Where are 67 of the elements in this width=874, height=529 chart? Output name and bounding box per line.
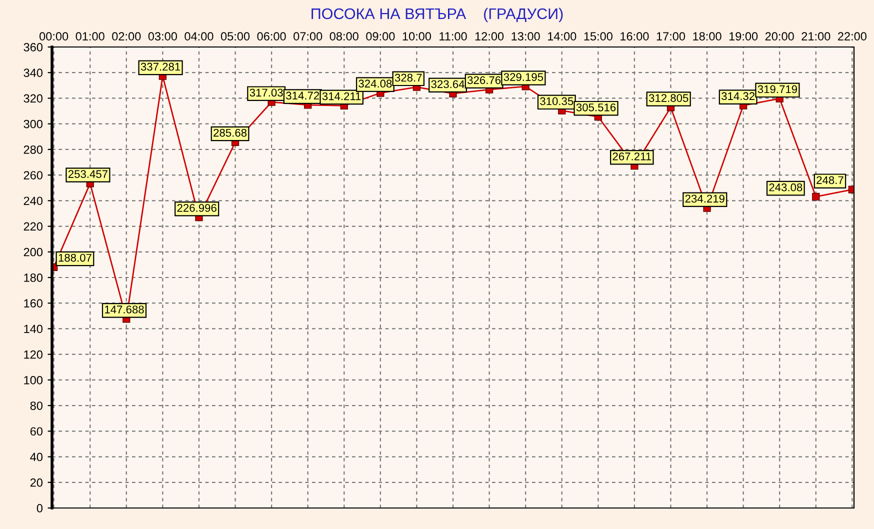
y-tick-label: 40 [30,452,43,462]
data-label: 267.211 [612,152,652,160]
data-label: 147.688 [105,306,144,314]
y-tick-label: 80 [30,402,43,410]
data-label: 326.76 [467,76,501,84]
data-label: 312.805 [648,94,688,102]
x-tick-label: 02:00 [112,32,141,40]
y-tick-label: 340 [24,68,43,78]
y-tick-label: 200 [24,248,43,256]
x-tick-label: 05:00 [220,32,250,40]
data-label: 314.72 [286,92,320,100]
x-tick-label: 03:00 [148,32,177,40]
chart-title: ПОСОКА НА ВЯТЪРА (ГРАДУСИ) [312,8,563,22]
x-tick-label: 18:00 [693,32,722,40]
y-tick-label: 240 [24,196,43,206]
x-tick-label: 11:00 [440,32,467,40]
y-tick-label: 360 [24,43,43,52]
y-tick-label: 140 [24,324,43,334]
x-tick-label: 22:00 [838,32,866,40]
x-tick-label: 00:00 [40,32,68,40]
y-tick-label: 300 [24,120,43,128]
x-tick-label: 21:00 [802,32,830,40]
x-tick-label: 12:00 [475,32,504,40]
y-tick-label: 120 [24,350,43,359]
y-tick-label: 20 [30,478,43,487]
data-label: 305.516 [576,103,616,112]
x-tick-label: 13:00 [512,32,540,40]
x-tick-label: 14:00 [548,32,576,40]
data-label: 243.08 [769,183,802,192]
data-label: 310.35 [540,97,574,106]
data-label: 285.68 [214,128,247,137]
data-label: 329.195 [504,73,544,81]
data-label: 253.457 [68,170,108,178]
y-tick-label: 60 [30,427,43,436]
x-tick-label: 08:00 [330,32,358,40]
data-label: 314.211 [322,92,361,100]
x-tick-label: 07:00 [294,32,322,40]
x-tick-label: 06:00 [257,32,286,40]
x-tick-label: 17:00 [656,32,686,40]
y-tick-label: 260 [24,171,43,180]
data-label: 324.08 [358,80,392,88]
data-label: 248.7 [816,176,844,184]
y-tick-label: 0 [36,504,43,512]
data-label: 317.03 [250,88,283,97]
y-tick-label: 220 [24,222,43,231]
y-tick-label: 100 [24,376,43,384]
x-tick-label: 09:00 [366,32,395,40]
data-label: 323.64 [431,80,464,88]
x-tick-label: 16:00 [620,32,649,40]
y-tick-label: 320 [24,94,43,103]
data-label: 188.07 [58,254,92,262]
data-label: 328.7 [394,74,422,82]
x-tick-label: 01:00 [76,32,104,40]
x-tick-label: 10:00 [402,32,432,40]
y-tick-label: 180 [24,274,43,282]
x-tick-label: 15:00 [584,32,612,40]
data-label: 337.281 [140,62,180,71]
x-tick-label: 04:00 [184,32,214,40]
data-label: 234.219 [685,194,724,203]
x-tick-label: 20:00 [765,32,794,40]
x-tick-label: 19:00 [729,32,758,40]
data-label: 314.32 [722,92,755,100]
y-tick-label: 160 [24,299,43,308]
data-label: 226.996 [177,204,216,212]
point [812,192,820,201]
data-label: 319.719 [758,85,798,94]
y-tick-label: 280 [24,145,43,154]
